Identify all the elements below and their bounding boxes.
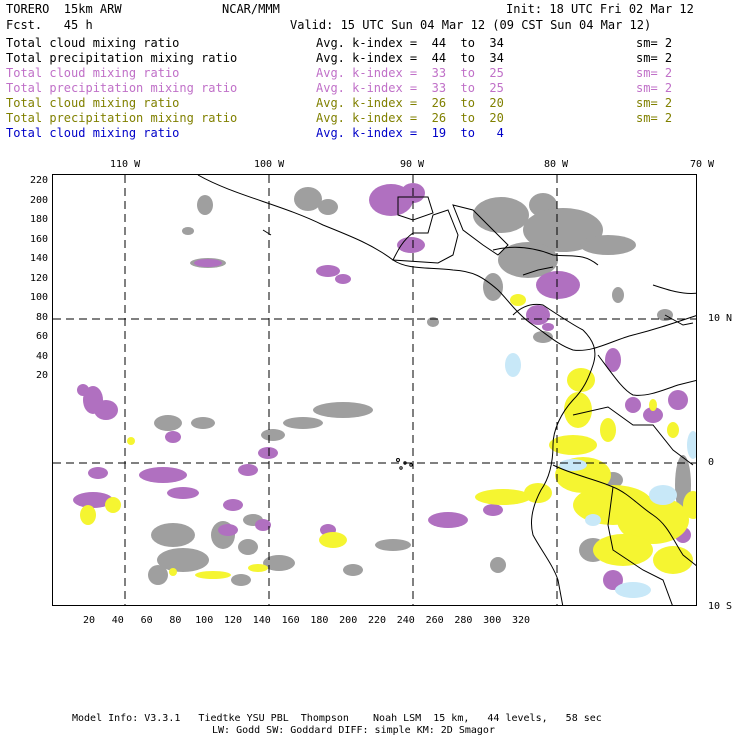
coastline bbox=[197, 175, 696, 605]
x-tick-label: 300 bbox=[483, 615, 502, 626]
y-tick-label: 60 bbox=[35, 331, 48, 342]
x-tick-label: 100 bbox=[195, 615, 214, 626]
legend-smoothing: sm= 2 bbox=[636, 51, 673, 65]
y-tick-label: 140 bbox=[29, 253, 48, 264]
y-tick-label: 180 bbox=[29, 214, 48, 225]
legend-kindex-range: Avg. k-index = 19 to 4 bbox=[316, 126, 504, 140]
legend-field-name: Total precipitation mixing ratio bbox=[6, 51, 238, 65]
x-tick-label: 280 bbox=[454, 615, 473, 626]
map-canvas bbox=[53, 175, 696, 605]
init-time: Init: 18 UTC Fri 02 Mar 12 bbox=[506, 2, 694, 16]
y-tick-label: 220 bbox=[29, 175, 48, 186]
legend-smoothing: sm= 2 bbox=[636, 111, 673, 125]
legend-kindex-range: Avg. k-index = 33 to 25 bbox=[316, 66, 504, 80]
lon-label: 80 W bbox=[544, 159, 569, 170]
x-tick-label: 180 bbox=[310, 615, 329, 626]
forecast-hour: Fcst. 45 h bbox=[6, 18, 93, 32]
legend-kindex-range: Avg. k-index = 44 to 34 bbox=[316, 51, 504, 65]
x-tick-label: 140 bbox=[252, 615, 271, 626]
y-tick-label: 160 bbox=[29, 233, 48, 245]
x-tick-label: 320 bbox=[511, 615, 531, 626]
x-tick-label: 200 bbox=[339, 615, 358, 626]
legend-kindex-range: Avg. k-index = 33 to 25 bbox=[316, 81, 504, 95]
legend-kindex-range: Avg. k-index = 26 to 20 bbox=[316, 96, 504, 110]
legend-kindex-range: Avg. k-index = 44 to 34 bbox=[316, 36, 504, 50]
lon-label: 100 W bbox=[254, 159, 285, 170]
organization-label: NCAR/MMM bbox=[222, 2, 280, 16]
lat-label: 10 N bbox=[708, 313, 733, 324]
lon-label: 110 W bbox=[110, 159, 141, 170]
legend-field-name: Total cloud mixing ratio bbox=[6, 36, 180, 50]
lon-label: 70 W bbox=[690, 159, 715, 170]
x-tick-label: 20 bbox=[82, 615, 96, 626]
y-tick-label: 40 bbox=[35, 350, 48, 362]
legend-smoothing: sm= 2 bbox=[636, 81, 673, 95]
y-tick-label: 200 bbox=[29, 194, 48, 206]
y-tick-label: 80 bbox=[35, 311, 48, 323]
x-tick-label: 120 bbox=[223, 615, 243, 626]
valid-time: Valid: 15 UTC Sun 04 Mar 12 (09 CST Sun … bbox=[290, 18, 652, 32]
x-tick-label: 40 bbox=[111, 615, 124, 626]
legend-field-name: Total cloud mixing ratio bbox=[6, 126, 180, 140]
legend-smoothing: sm= 2 bbox=[636, 66, 673, 80]
legend-smoothing: sm= 2 bbox=[636, 96, 673, 110]
lat-lon-grid bbox=[53, 175, 696, 605]
map-panel bbox=[52, 174, 697, 606]
model-title: TORERO 15km ARW bbox=[6, 2, 122, 16]
lat-label: 10 S bbox=[708, 601, 733, 612]
lon-label: 90 W bbox=[400, 159, 425, 170]
legend-field-name: Total precipitation mixing ratio bbox=[6, 81, 238, 95]
x-tick-label: 160 bbox=[281, 615, 300, 626]
legend-field-name: Total cloud mixing ratio bbox=[6, 66, 180, 80]
model-physics-line: LW: Godd SW: Goddard DIFF: simple KM: 2D… bbox=[212, 725, 495, 736]
x-tick-label: 60 bbox=[140, 615, 153, 626]
x-tick-label: 240 bbox=[396, 615, 415, 626]
legend-kindex-range: Avg. k-index = 26 to 20 bbox=[316, 111, 504, 125]
legend-field-name: Total cloud mixing ratio bbox=[6, 96, 180, 110]
x-tick-label: 80 bbox=[169, 615, 182, 626]
model-info-line: Model Info: V3.3.1 Tiedtke YSU PBL Thomp… bbox=[72, 713, 602, 724]
y-tick-label: 20 bbox=[35, 370, 48, 381]
legend-smoothing: sm= 2 bbox=[636, 36, 673, 50]
x-tick-label: 220 bbox=[367, 615, 387, 626]
y-tick-label: 120 bbox=[29, 272, 48, 284]
cloud-field-lightblue bbox=[505, 353, 696, 598]
lat-label: 0 bbox=[708, 457, 715, 468]
y-tick-label: 100 bbox=[29, 292, 48, 303]
legend-field-name: Total precipitation mixing ratio bbox=[6, 111, 238, 125]
x-tick-label: 260 bbox=[425, 615, 444, 626]
